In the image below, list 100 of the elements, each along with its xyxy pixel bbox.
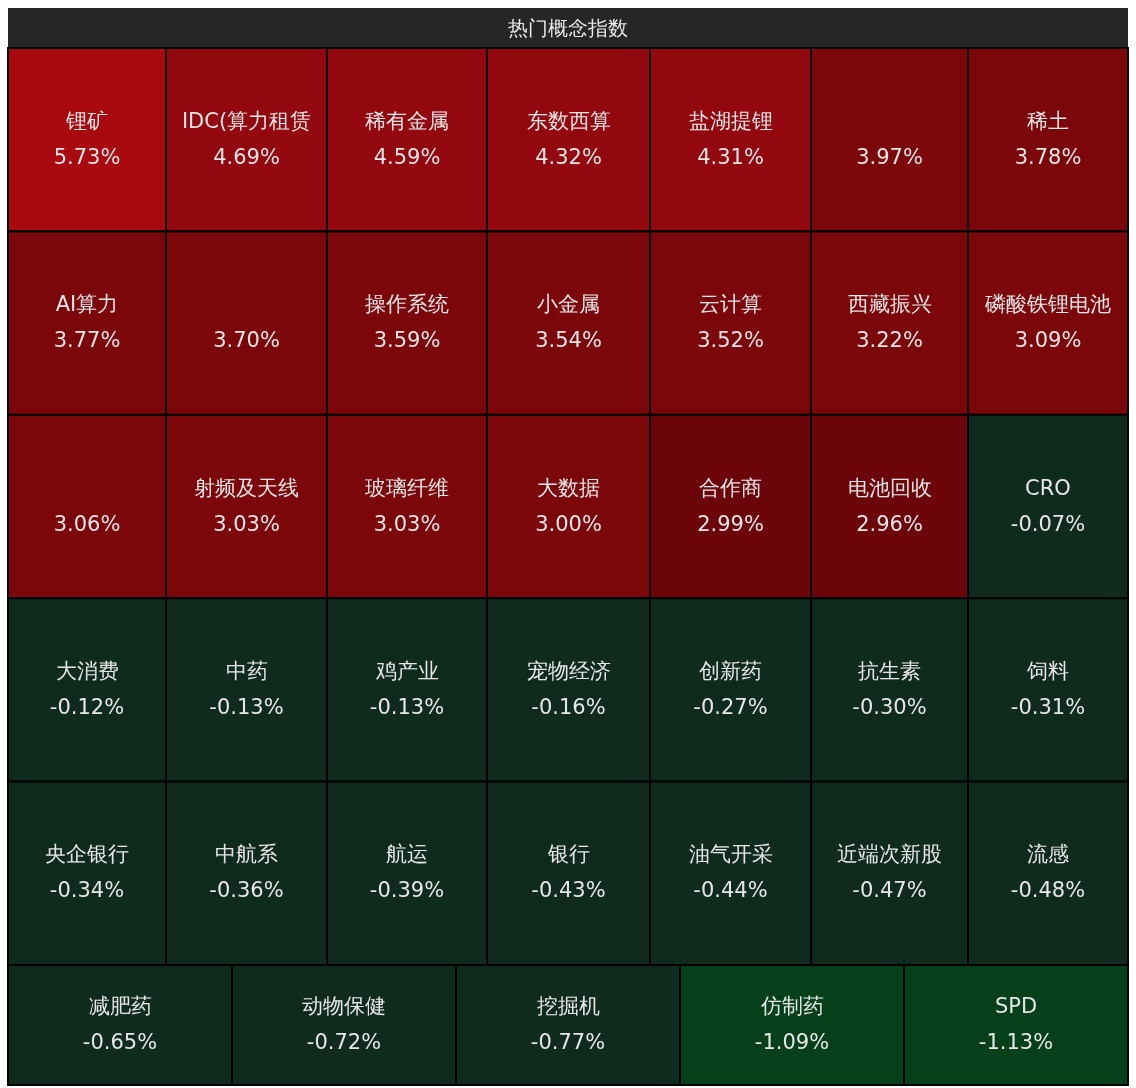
- data-label: 3.06%: [53, 511, 121, 536]
- data-label: 2.99%: [697, 511, 764, 536]
- cell: 仿制药 -1.09%: [679, 964, 905, 1086]
- data-label: -0.31%: [1010, 694, 1086, 719]
- data-label: -0.13%: [369, 694, 445, 719]
- category-label: 减肥药: [88, 994, 152, 1018]
- category-label: 小金属: [537, 292, 600, 317]
- category-label: 玻璃纤维: [365, 475, 449, 500]
- data-label: -0.65%: [82, 1030, 158, 1054]
- cell: 宠物经济 -0.16%: [486, 597, 651, 783]
- data-label: -0.43%: [531, 878, 606, 903]
- cell: CRO -0.07%: [967, 413, 1129, 600]
- category-label: 鸡产业: [374, 658, 439, 683]
- category-label: 电池回收: [847, 475, 932, 500]
- cell: 鸡产业 -0.13%: [326, 597, 488, 783]
- data-label: 5.73%: [53, 144, 121, 169]
- cell: 央企银行 -0.34%: [7, 780, 167, 966]
- category-label: 央企银行: [45, 842, 129, 867]
- cell: 操作系统 3.59%: [326, 230, 488, 416]
- data-label: 4.31%: [697, 144, 764, 169]
- data-label: -0.39%: [369, 878, 445, 903]
- category-label: 银行: [546, 842, 590, 867]
- data-label: 4.59%: [373, 144, 441, 169]
- data-label: 3.03%: [373, 511, 441, 536]
- cell: 中航系 -0.36%: [165, 780, 328, 966]
- data-label: 4.69%: [213, 144, 280, 169]
- category-label: SPD: [994, 994, 1038, 1018]
- data-label: -1.13%: [978, 1030, 1054, 1054]
- data-label: 3.03%: [213, 511, 280, 536]
- cell: 流感 -0.48%: [967, 780, 1129, 966]
- category-label: 锂矿: [65, 108, 108, 133]
- cell: 东数西算 4.32%: [486, 47, 651, 233]
- cell: 稀土 3.78%: [967, 47, 1129, 233]
- data-label: 3.70%: [213, 328, 280, 353]
- category-label: 宠物经济: [526, 658, 611, 683]
- data-label: -0.34%: [49, 878, 125, 903]
- cell: 3.97%: [810, 47, 969, 233]
- category-label: 合作商: [699, 475, 762, 500]
- data-label: 3.00%: [535, 511, 602, 536]
- category-label: 流感: [1027, 842, 1069, 867]
- category-label: 云计算: [699, 292, 762, 317]
- data-label: -0.27%: [693, 694, 768, 719]
- cell: 挖掘机 -0.77%: [455, 964, 681, 1086]
- data-label: -0.16%: [531, 694, 606, 719]
- cell: 油气开采 -0.44%: [649, 780, 812, 966]
- cell: 3.70%: [165, 230, 328, 416]
- cell: 动物保健 -0.72%: [231, 964, 457, 1086]
- data-label: 3.52%: [697, 328, 764, 353]
- category-label: 近端次新股: [837, 842, 942, 867]
- category-label: 操作系统: [365, 292, 449, 317]
- category-label: CRO: [1025, 475, 1071, 500]
- data-label: 4.32%: [535, 144, 602, 169]
- cell: 玻璃纤维 3.03%: [326, 413, 488, 600]
- data-label: 3.78%: [1014, 144, 1082, 169]
- data-label: -0.72%: [306, 1030, 382, 1054]
- category-label: 油气开采: [688, 842, 773, 867]
- cell: 西藏振兴 3.22%: [810, 230, 969, 416]
- data-label: -0.77%: [530, 1030, 606, 1054]
- data-label: -0.07%: [1010, 511, 1086, 536]
- data-label: -0.12%: [49, 694, 125, 719]
- cell: 盐湖提锂 4.31%: [649, 47, 812, 233]
- data-label: 2.96%: [856, 511, 923, 536]
- cell: 抗生素 -0.30%: [810, 597, 969, 783]
- category-label: 射频及天线: [194, 475, 299, 500]
- cell: 中药 -0.13%: [165, 597, 328, 783]
- data-label: 3.59%: [373, 328, 441, 353]
- cell: 3.06%: [7, 413, 167, 600]
- category-label: 磷酸铁锂电池: [984, 292, 1111, 317]
- category-label: 创新药: [699, 658, 762, 683]
- cell: 射频及天线 3.03%: [165, 413, 328, 600]
- data-label: 3.54%: [535, 328, 602, 353]
- cell: 合作商 2.99%: [649, 413, 812, 600]
- category-label: 大数据: [537, 475, 600, 500]
- category-label: 中航系: [215, 842, 278, 867]
- cell: 磷酸铁锂电池 3.09%: [967, 230, 1129, 416]
- data-label: 3.97%: [856, 144, 923, 169]
- cell: 云计算 3.52%: [649, 230, 812, 416]
- cell: SPD -1.13%: [903, 964, 1129, 1086]
- cell: 电池回收 2.96%: [810, 413, 969, 600]
- category-label: 中药: [225, 658, 268, 683]
- cell: AI算力 3.77%: [7, 230, 167, 416]
- data-label: -0.44%: [693, 878, 768, 903]
- data-label: -1.09%: [754, 1030, 830, 1054]
- data-label: -0.36%: [209, 878, 284, 903]
- cell: 小金属 3.54%: [486, 230, 651, 416]
- cell: 银行 -0.43%: [486, 780, 651, 966]
- cell: 创新药 -0.27%: [649, 597, 812, 783]
- title: 热门概念指数: [508, 16, 628, 40]
- data-label: 3.09%: [1014, 328, 1082, 353]
- data-label: 3.22%: [856, 328, 923, 353]
- category-label: 挖掘机: [536, 994, 600, 1018]
- cell: IDC(算力租赁 4.69%: [165, 47, 328, 233]
- category-label: 动物保健: [302, 994, 386, 1018]
- data-label: -0.48%: [1010, 878, 1086, 903]
- data-label: -0.47%: [852, 878, 927, 903]
- category-label: 稀有金属: [365, 108, 449, 133]
- category-label: 大消费: [55, 658, 119, 683]
- data-label: -0.30%: [852, 694, 927, 719]
- category-label: 抗生素: [858, 658, 921, 683]
- category-label: 仿制药: [759, 994, 824, 1018]
